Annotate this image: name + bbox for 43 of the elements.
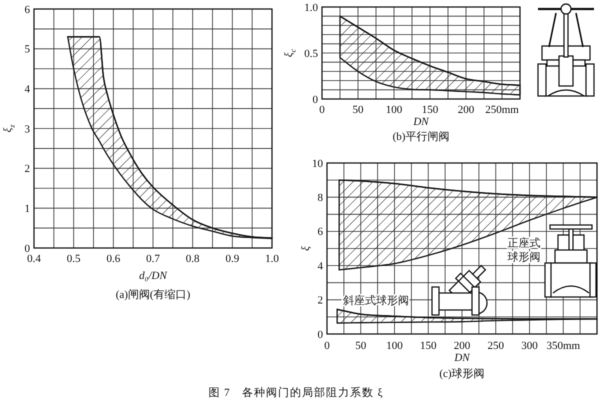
y-tick-label: 1.0 bbox=[304, 2, 318, 14]
caption: 图 7 各种阀门的局部阻力系数 ξ bbox=[208, 386, 384, 399]
x-tick-label: 250 bbox=[488, 340, 504, 352]
x-tick-label: 350mm bbox=[546, 340, 580, 352]
x-tick-label: 300 bbox=[521, 340, 538, 352]
y-tick-label: 1 bbox=[24, 202, 30, 215]
y-tick-label: 0 bbox=[24, 242, 30, 255]
x-tick-label: 0.9 bbox=[225, 253, 240, 265]
y-tick-label: 6 bbox=[318, 226, 324, 238]
x-tick-label: 100 bbox=[386, 340, 404, 352]
y-tick-label: 0 bbox=[318, 328, 324, 341]
x-tick-label: 200 bbox=[458, 104, 475, 116]
y-tick-label: 0.5 bbox=[304, 48, 318, 60]
text: (c)球形阀 bbox=[439, 367, 485, 380]
x-tick-label: 250mm bbox=[485, 104, 520, 116]
x-axis-title: DN bbox=[453, 352, 470, 364]
x-tick-label: 50 bbox=[355, 340, 367, 352]
x-axis-title: d₀/DN bbox=[139, 270, 168, 282]
y-tick-label: 5 bbox=[24, 44, 30, 56]
y-tick-label: 4 bbox=[24, 83, 30, 96]
x-tick-label: 200 bbox=[454, 340, 471, 352]
text: (a)闸阀(有缩口) bbox=[116, 288, 191, 301]
x-tick-label: 100 bbox=[386, 104, 403, 116]
x-tick-label: 150 bbox=[422, 104, 439, 116]
x-tick-label: 0.4 bbox=[27, 253, 42, 265]
x-tick-label: 1.0 bbox=[265, 253, 280, 265]
x-tick-label: 150 bbox=[420, 340, 437, 352]
x-axis-title: DN bbox=[412, 116, 430, 128]
y-axis-title: ξ bbox=[300, 246, 312, 251]
x-tick-label: 50 bbox=[352, 104, 364, 116]
y-tick-label: 2 bbox=[318, 294, 323, 307]
x-tick-label: 0.8 bbox=[186, 253, 200, 265]
y-tick-label: 6 bbox=[24, 4, 30, 16]
y-tick-label: 10 bbox=[312, 158, 324, 170]
x-tick-label: 0.6 bbox=[106, 253, 121, 265]
y-tick-label: 2 bbox=[24, 163, 30, 176]
y-tick-label: 3 bbox=[24, 123, 30, 136]
y-tick-label: 4 bbox=[318, 260, 324, 272]
y-tick-label: 8 bbox=[318, 192, 324, 204]
text: (b)平行闸阀 bbox=[392, 131, 450, 143]
y-tick-label: 0 bbox=[312, 94, 318, 106]
x-tick-label: 0.5 bbox=[66, 253, 82, 265]
x-tick-label: 0.7 bbox=[146, 253, 160, 265]
